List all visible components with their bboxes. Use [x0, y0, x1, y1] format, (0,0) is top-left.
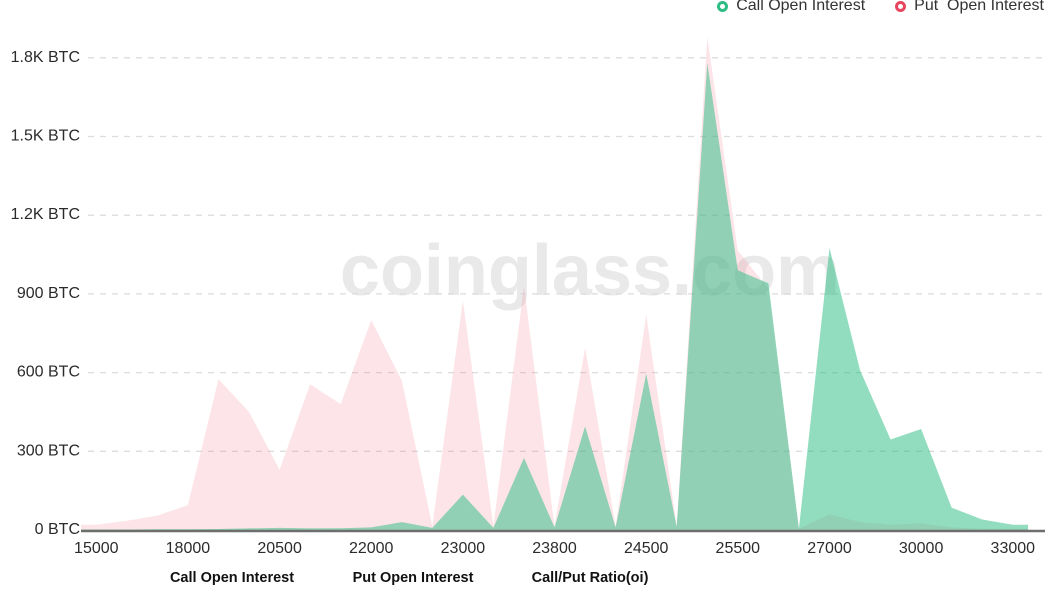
- y-axis-tick-labels: 0 BTC 300 BTC 600 BTC 900 BTC 1.2K BTC 1…: [11, 49, 80, 538]
- put-open-interest-area: [81, 36, 1029, 531]
- y-axis-tick-label: 0 BTC: [35, 521, 80, 538]
- chart-legend: Call Open Interest Put Open Interest: [717, 0, 1044, 17]
- tab-put-open-interest[interactable]: Put Open Interest: [352, 570, 474, 586]
- y-axis-tick-label: 1.2K BTC: [11, 206, 80, 223]
- legend-label-put: Put Open Interest: [914, 0, 1044, 14]
- x-axis-tick-label: 33000: [991, 540, 1036, 557]
- x-axis-tick-labels: 15000 18000 20500 22000 23000 23800 2450…: [74, 540, 1035, 557]
- x-axis-tick-label: 18000: [166, 540, 211, 557]
- x-axis-tick-label: 27000: [807, 540, 852, 557]
- put-legend-marker-icon: [895, 0, 907, 12]
- x-axis-tick-label: 20500: [257, 540, 302, 557]
- x-axis-tick-label: 23000: [441, 540, 486, 557]
- put-open-interest-series: [81, 36, 1029, 531]
- y-axis-tick-label: 300 BTC: [17, 442, 80, 459]
- tab-call-put-ratio[interactable]: Call/Put Ratio(oi): [531, 570, 649, 586]
- x-axis-tick-label: 30000: [899, 540, 944, 557]
- x-axis-tick-label: 25500: [716, 540, 761, 557]
- y-axis-tick-label: 1.5K BTC: [11, 128, 80, 145]
- legend-label-call: Call Open Interest: [736, 0, 866, 14]
- gridlines: [88, 57, 1045, 452]
- tab-call-open-interest[interactable]: Call Open Interest: [169, 570, 295, 586]
- call-open-interest-series: [81, 63, 1029, 530]
- x-axis-tick-label: 23800: [532, 540, 577, 557]
- legend-item-put-open-interest[interactable]: Put Open Interest: [895, 0, 1044, 15]
- x-axis-tick-label: 24500: [624, 540, 669, 557]
- x-axis-tick-label: 15000: [74, 540, 119, 557]
- y-axis-tick-label: 1.8K BTC: [11, 49, 80, 66]
- y-axis-tick-label: 900 BTC: [17, 285, 80, 302]
- call-open-interest-area: [81, 63, 1029, 530]
- legend-item-call-open-interest[interactable]: Call Open Interest: [717, 0, 865, 15]
- x-axis-tick-label: 22000: [349, 540, 394, 557]
- call-legend-marker-icon: [717, 0, 729, 12]
- y-axis-tick-label: 600 BTC: [17, 364, 80, 381]
- chart-mode-tabs: Call Open Interest Put Open Interest Cal…: [0, 570, 1050, 596]
